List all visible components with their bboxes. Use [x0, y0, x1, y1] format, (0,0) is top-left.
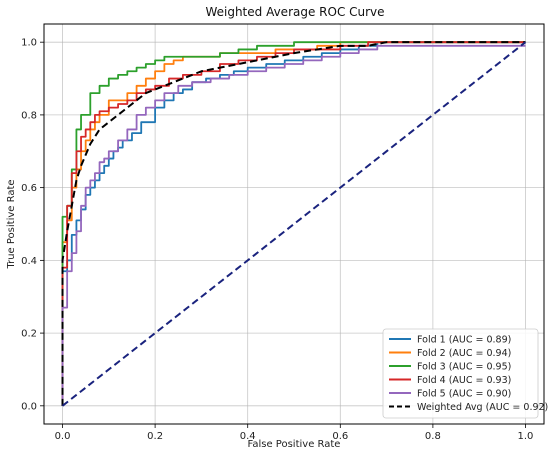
legend-entry: Fold 4 (AUC = 0.93): [417, 375, 511, 386]
series-fold-1: [61, 41, 526, 406]
series-fold-5: [61, 44, 526, 406]
legend-entry: Weighted Avg (AUC = 0.92): [417, 402, 548, 413]
x-tick-label: 0.0: [55, 431, 71, 442]
legend-entry: Fold 1 (AUC = 0.89): [417, 335, 511, 346]
series-layer: [61, 41, 527, 407]
legend-entry: Fold 3 (AUC = 0.95): [417, 362, 511, 373]
y-axis-label: True Positive Rate: [6, 179, 17, 269]
y-tick-label: 0.6: [21, 183, 37, 194]
chance-line: [61, 41, 527, 407]
series-fold-4: [61, 41, 526, 406]
series-weighted-avg: [61, 41, 526, 406]
x-tick-label: 1.0: [518, 431, 534, 442]
x-tick-label: 0.2: [147, 431, 163, 442]
legend: Fold 1 (AUC = 0.89) Fold 2 (AUC = 0.94) Fo…: [382, 328, 548, 419]
legend-box: [382, 328, 539, 419]
y-tick-label: 0.2: [21, 329, 37, 340]
legend-entry: Fold 2 (AUC = 0.94): [417, 348, 511, 359]
y-tick-label: 0.4: [21, 256, 37, 267]
x-tick-label: 0.8: [425, 431, 441, 442]
ticks: 0.0 0.2 0.4 0.6 0.8 1.0 0.0 0.2 0.4 0.6 0.8 1.0: [21, 38, 533, 442]
x-axis-label: False Positive Rate: [248, 439, 341, 450]
series-fold-3: [61, 41, 526, 406]
x-tick-label: 0.4: [240, 431, 256, 442]
x-tick-label: 0.6: [332, 431, 348, 442]
legend-entry: Fold 5 (AUC = 0.90): [417, 389, 511, 400]
y-tick-label: 0.8: [21, 110, 37, 121]
plot-frame: [43, 23, 545, 425]
y-tick-label: 0.0: [21, 401, 37, 412]
chart-title: Weighted Average ROC Curve: [205, 5, 384, 19]
y-tick-label: 1.0: [21, 38, 37, 49]
